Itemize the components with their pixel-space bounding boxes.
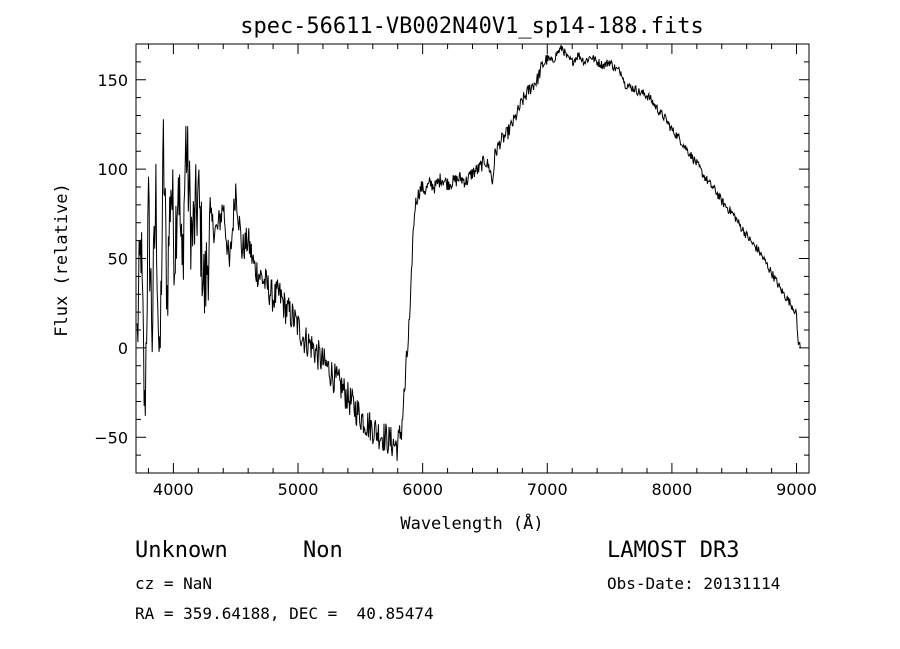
x-tick-label: 4000: [153, 480, 194, 499]
axis-ticks: [136, 43, 809, 474]
x-tick-label: 8000: [652, 480, 693, 499]
y-tick-label: 100: [97, 160, 128, 179]
x-tick-label: 5000: [278, 480, 319, 499]
x-tick-label: 9000: [776, 480, 817, 499]
y-tick-label: 150: [97, 71, 128, 90]
cz-value: cz = NaN: [135, 574, 213, 593]
chart-title: spec-56611-VB002N40V1_sp14-188.fits: [240, 14, 704, 39]
obs-date: Obs-Date: 20131114: [607, 574, 781, 593]
coordinates: RA = 359.64188, DEC = 40.85474: [135, 604, 434, 623]
y-tick-label: 0: [118, 339, 128, 358]
spectrum-line: [136, 44, 801, 461]
y-tick-label: −50: [94, 428, 128, 447]
x-tick-labels: 4000 5000 6000 7000 8000 9000: [153, 480, 817, 499]
y-tick-labels: −50 0 50 100 150: [94, 71, 128, 448]
object-subclass: Non: [303, 538, 343, 563]
x-axis-label: Wavelength (Å): [400, 512, 543, 534]
x-tick-label: 6000: [402, 480, 443, 499]
object-class: Unknown: [135, 538, 228, 563]
y-tick-label: 50: [108, 250, 128, 269]
plot-frame: [135, 43, 810, 474]
survey-name: LAMOST DR3: [607, 538, 740, 563]
x-tick-label: 7000: [527, 480, 568, 499]
y-axis-label: Flux (relative): [52, 183, 72, 337]
